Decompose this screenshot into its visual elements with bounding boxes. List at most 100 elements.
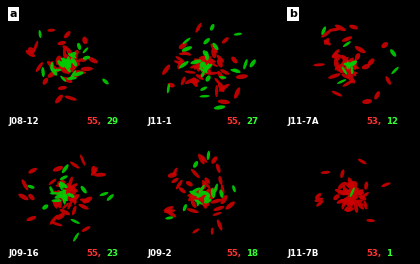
Ellipse shape — [204, 199, 211, 204]
Ellipse shape — [211, 48, 217, 58]
Ellipse shape — [354, 200, 363, 203]
Ellipse shape — [187, 193, 198, 197]
Ellipse shape — [351, 191, 355, 203]
Ellipse shape — [68, 53, 76, 58]
Ellipse shape — [68, 177, 73, 188]
Ellipse shape — [60, 65, 67, 72]
Ellipse shape — [55, 195, 62, 199]
Ellipse shape — [94, 173, 106, 177]
Ellipse shape — [203, 63, 210, 71]
Ellipse shape — [195, 190, 206, 195]
Ellipse shape — [202, 191, 210, 196]
Ellipse shape — [66, 188, 71, 199]
Ellipse shape — [220, 69, 229, 75]
Ellipse shape — [64, 59, 71, 68]
Ellipse shape — [168, 83, 175, 87]
Ellipse shape — [204, 188, 209, 199]
Ellipse shape — [62, 164, 68, 173]
Ellipse shape — [179, 53, 187, 55]
Ellipse shape — [73, 50, 79, 57]
Ellipse shape — [349, 63, 359, 69]
Text: J09-16: J09-16 — [8, 249, 39, 258]
Ellipse shape — [346, 72, 353, 77]
Ellipse shape — [41, 67, 45, 77]
Ellipse shape — [190, 59, 202, 64]
Ellipse shape — [28, 47, 35, 53]
Ellipse shape — [63, 59, 74, 63]
Ellipse shape — [63, 45, 70, 52]
Ellipse shape — [218, 82, 225, 92]
Ellipse shape — [63, 197, 66, 205]
Ellipse shape — [55, 184, 67, 187]
Ellipse shape — [332, 91, 342, 97]
Ellipse shape — [68, 54, 74, 62]
Ellipse shape — [345, 63, 354, 68]
Ellipse shape — [59, 183, 63, 190]
Ellipse shape — [200, 191, 207, 199]
Ellipse shape — [75, 70, 86, 74]
Text: 29: 29 — [106, 117, 118, 126]
Ellipse shape — [347, 186, 360, 190]
Ellipse shape — [334, 54, 344, 59]
Ellipse shape — [100, 192, 108, 196]
Ellipse shape — [171, 178, 178, 183]
Ellipse shape — [217, 219, 222, 230]
Ellipse shape — [107, 194, 114, 201]
Ellipse shape — [49, 179, 56, 185]
Ellipse shape — [344, 195, 354, 201]
Ellipse shape — [71, 189, 77, 196]
Ellipse shape — [205, 187, 216, 193]
Ellipse shape — [222, 37, 229, 44]
Ellipse shape — [353, 59, 357, 69]
Ellipse shape — [202, 181, 206, 189]
Ellipse shape — [56, 213, 65, 220]
Ellipse shape — [344, 188, 353, 196]
Ellipse shape — [201, 70, 211, 73]
Ellipse shape — [58, 86, 67, 90]
Ellipse shape — [346, 190, 355, 196]
Ellipse shape — [198, 154, 205, 164]
Ellipse shape — [83, 56, 90, 60]
Ellipse shape — [55, 63, 66, 66]
Ellipse shape — [201, 155, 207, 163]
Ellipse shape — [342, 67, 347, 75]
Ellipse shape — [215, 78, 220, 84]
Ellipse shape — [57, 60, 63, 67]
Ellipse shape — [218, 176, 223, 185]
Ellipse shape — [77, 43, 81, 50]
Ellipse shape — [368, 58, 375, 66]
Ellipse shape — [335, 25, 346, 31]
Ellipse shape — [315, 193, 321, 199]
Ellipse shape — [207, 57, 215, 62]
Ellipse shape — [213, 212, 221, 216]
Ellipse shape — [335, 189, 343, 193]
Ellipse shape — [328, 73, 341, 79]
Ellipse shape — [55, 95, 63, 103]
Ellipse shape — [347, 190, 357, 195]
Ellipse shape — [64, 60, 70, 66]
Ellipse shape — [344, 64, 354, 70]
Ellipse shape — [61, 58, 67, 63]
Ellipse shape — [185, 78, 196, 84]
Ellipse shape — [204, 194, 210, 201]
Ellipse shape — [177, 60, 182, 69]
Ellipse shape — [340, 198, 351, 202]
Ellipse shape — [231, 56, 237, 63]
Ellipse shape — [193, 161, 198, 168]
Text: 55,: 55, — [226, 117, 242, 126]
Ellipse shape — [60, 181, 64, 189]
Ellipse shape — [344, 205, 353, 211]
Ellipse shape — [341, 192, 350, 195]
Ellipse shape — [207, 151, 210, 160]
Ellipse shape — [51, 222, 62, 226]
Text: 23: 23 — [106, 249, 118, 258]
Ellipse shape — [70, 162, 79, 169]
Ellipse shape — [341, 68, 350, 74]
Ellipse shape — [47, 29, 55, 32]
Ellipse shape — [69, 183, 78, 190]
Text: J11-7B: J11-7B — [288, 249, 319, 258]
Ellipse shape — [202, 201, 210, 206]
Ellipse shape — [57, 198, 62, 208]
Ellipse shape — [71, 219, 80, 224]
Ellipse shape — [197, 191, 205, 198]
